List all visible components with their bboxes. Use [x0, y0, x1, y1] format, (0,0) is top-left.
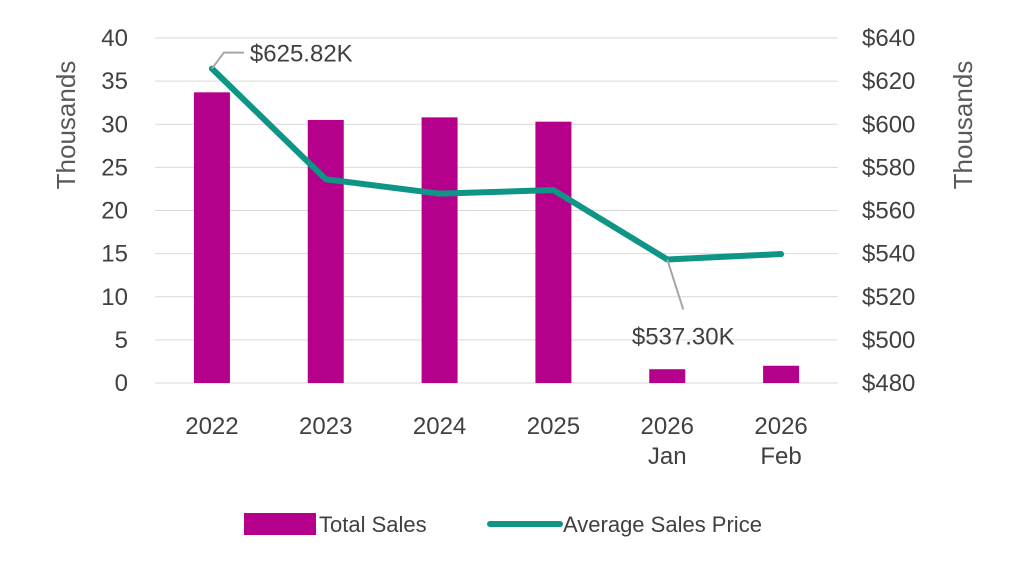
bar	[307, 119, 344, 383]
annotation-leader	[211, 51, 244, 70]
right-tick-label: $580	[862, 154, 915, 181]
left-tick-label: 10	[101, 284, 128, 311]
right-tick-label: $620	[862, 68, 915, 95]
legend: Total Sales Average Sales Price	[244, 512, 762, 537]
right-tick-label: $480	[862, 370, 915, 397]
annotations: $625.82K $537.30K	[211, 41, 735, 350]
left-axis-label: Thousands	[51, 61, 81, 190]
left-tick-label: 5	[115, 327, 128, 354]
left-tick-label: 30	[101, 111, 128, 138]
x-axis-ticks: 2022 2023 2024 2025 2026 Jan 2026 Feb	[185, 413, 808, 470]
annotation-label: $625.82K	[250, 41, 353, 68]
right-tick-label: $500	[862, 327, 915, 354]
x-tick-label: 2024	[413, 413, 466, 440]
right-tick-label: $560	[862, 198, 915, 225]
x-tick-label: 2022	[185, 413, 238, 440]
right-tick-label: $540	[862, 241, 915, 268]
bar	[535, 121, 572, 383]
gridlines	[155, 37, 838, 384]
left-tick-label: 35	[101, 68, 128, 95]
left-axis-ticks: 0 5 10 15 20 25 30 35 40	[101, 25, 128, 397]
bar	[763, 365, 800, 383]
right-tick-label: $600	[862, 111, 915, 138]
average-sales-price-line	[208, 65, 785, 263]
line-series-average-sales-price	[208, 65, 785, 263]
left-tick-label: 20	[101, 198, 128, 225]
bar	[421, 117, 458, 383]
right-axis-ticks: $480 $500 $520 $540 $560 $580 $600 $620 $640	[862, 25, 915, 397]
bar	[193, 92, 230, 384]
x-tick-label: 2023	[299, 413, 352, 440]
x-tick-label: 2026 Feb	[754, 413, 807, 470]
annotation-leader	[666, 259, 685, 310]
legend-swatch-total-sales	[244, 513, 316, 535]
bar	[649, 369, 686, 383]
left-tick-label: 15	[101, 241, 128, 268]
bar-series-total-sales	[193, 92, 800, 384]
legend-label-average-sales-price: Average Sales Price	[563, 512, 762, 537]
annotation-label: $537.30K	[632, 323, 735, 350]
right-tick-label: $640	[862, 25, 915, 52]
legend-label-total-sales: Total Sales	[319, 512, 427, 537]
left-tick-label: 40	[101, 25, 128, 52]
right-axis-label: Thousands	[948, 61, 978, 190]
left-tick-label: 25	[101, 154, 128, 181]
right-tick-label: $520	[862, 284, 915, 311]
x-tick-label: 2026 Jan	[641, 413, 694, 470]
x-tick-label: 2025	[527, 413, 580, 440]
left-tick-label: 0	[115, 370, 128, 397]
